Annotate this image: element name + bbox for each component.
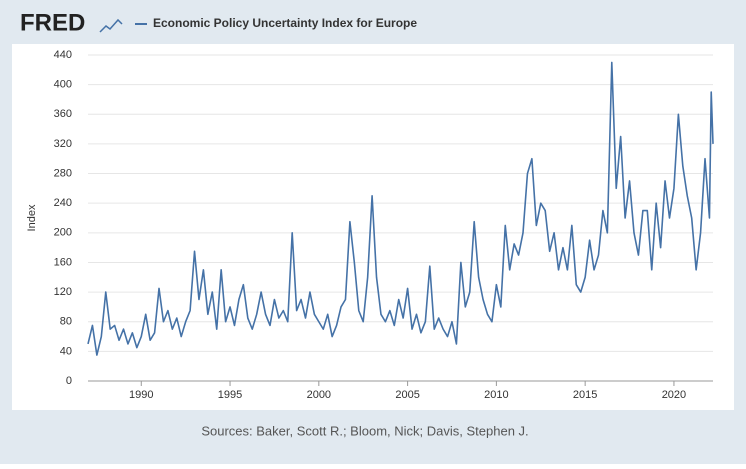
legend-label: Economic Policy Uncertainty Index for Eu… — [153, 16, 417, 30]
x-tick-label: 2020 — [662, 389, 686, 401]
y-tick-label: 160 — [54, 256, 72, 268]
y-tick-label: 120 — [54, 286, 72, 298]
y-tick-label: 240 — [54, 197, 72, 209]
y-tick-label: 280 — [54, 167, 72, 179]
y-tick-label: 440 — [54, 49, 72, 61]
x-tick-label: 2000 — [307, 389, 331, 401]
source: Sources: Baker, Scott R.; Bloom, Nick; D… — [201, 423, 528, 438]
x-tick-label: 1990 — [129, 389, 153, 401]
y-tick-label: 400 — [54, 79, 72, 91]
logo[interactable]: FRED — [20, 9, 85, 36]
y-tick-label: 360 — [54, 108, 72, 120]
y-tick-label: 200 — [54, 227, 72, 239]
y-tick-label: 0 — [66, 375, 72, 387]
x-tick-label: 2005 — [395, 389, 419, 401]
logo-icon — [99, 18, 123, 33]
y-tick-label: 40 — [60, 345, 72, 357]
x-tick-label: 1995 — [218, 389, 242, 401]
data-line — [87, 61, 714, 356]
y-tick-label: 320 — [54, 138, 72, 150]
y-tick-label: 80 — [60, 316, 72, 328]
x-tick-label: 2010 — [484, 389, 508, 401]
x-tick-label: 2015 — [573, 389, 597, 401]
y-axis-label: Index — [26, 204, 38, 231]
